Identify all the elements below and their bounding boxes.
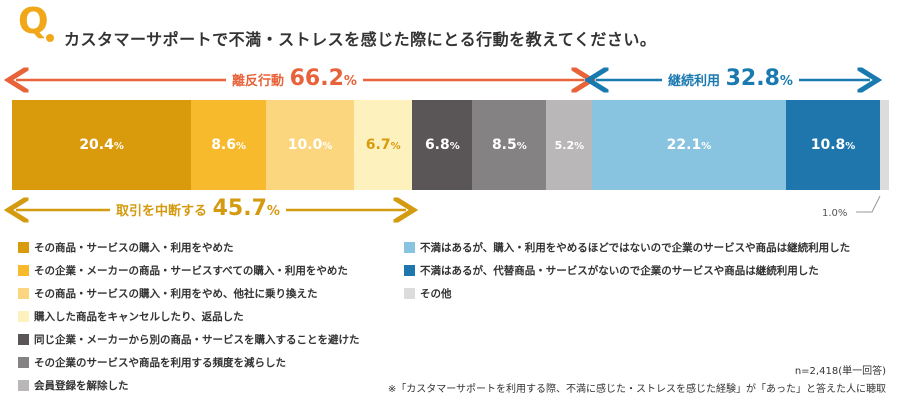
survey-note: ※「カスタマーサポートを利用する際、不満に感じた・ストレスを感じた経験」が「あっ…	[387, 384, 886, 395]
legend-item: 同じ企業・メーカーから別の商品・サービスを購入することを避けた	[18, 328, 360, 351]
legend-swatch	[18, 311, 29, 322]
legend-item: 購入した商品をキャンセルしたり、返品した	[18, 305, 360, 328]
bar-value-label: 8.5%	[491, 137, 527, 153]
legend-swatch	[404, 288, 415, 299]
other-leader-line	[856, 195, 881, 213]
bar-segment-1: 20.4%	[12, 100, 192, 190]
legend-label: その商品・サービスの購入・利用をやめた	[34, 242, 234, 254]
stop-label: 取引を中断する 45.7%	[110, 196, 286, 221]
legend-label: 不満はあるが、購入・利用をやめるほどではないので企業のサービスや商品は継続利用し…	[420, 242, 851, 254]
legend-item: その他	[404, 282, 850, 305]
legend-left: その商品・サービスの購入・利用をやめたその企業・メーカーの商品・サービスすべての…	[18, 236, 360, 397]
legend-item: 不満はあるが、代替商品・サービスがないので企業のサービスや商品は継続利用した	[404, 259, 850, 282]
continue-label: 継続利用 32.8%	[662, 66, 799, 91]
bar-value-label: 6.7%	[365, 137, 401, 153]
legend-swatch	[18, 357, 29, 368]
legend-item: 会員登録を解除した	[18, 374, 360, 397]
legend-swatch	[18, 242, 29, 253]
bar-segment-5: 6.8%	[412, 100, 473, 190]
stacked-bar: 20.4% 8.6% 10.0% 6.7% 6.8% 8.5% 5.2% 22.1% 10.8%	[12, 100, 890, 190]
legend-swatch	[404, 242, 415, 253]
legend-label: 同じ企業・メーカーから別の商品・サービスを購入することを避けた	[34, 334, 360, 346]
bar-segment-4: 6.7%	[353, 100, 413, 190]
legend-item: その企業・メーカーの商品・サービスすべての購入・利用をやめた	[18, 259, 360, 282]
legend-item: その商品・サービスの購入・利用をやめ、他社に乗り換えた	[18, 282, 360, 305]
legend-swatch	[404, 265, 415, 276]
bar-segment-7: 5.2%	[546, 100, 593, 190]
sample-size: n=2,418(単一回答)	[794, 366, 886, 377]
bar-value-label: 6.8%	[424, 137, 460, 153]
legend-item: その企業のサービスや商品を利用する頻度を減らした	[18, 351, 360, 374]
bar-value-label: 22.1%	[666, 137, 712, 153]
legend-label: その企業・メーカーの商品・サービスすべての購入・利用をやめた	[34, 265, 348, 277]
legend-swatch	[18, 334, 29, 345]
legend-swatch	[18, 288, 29, 299]
bar-value-label: 10.0%	[287, 137, 333, 153]
bar-segment-8: 22.1%	[591, 100, 786, 190]
leave-label: 離反行動 66.2%	[226, 66, 363, 91]
bar-segment-2: 8.6%	[190, 100, 267, 190]
legend-label: その他	[420, 288, 452, 300]
legend-right: 不満はあるが、購入・利用をやめるほどではないので企業のサービスや商品は継続利用し…	[404, 236, 850, 305]
q-logo-dot	[46, 34, 54, 42]
bar-value-label: 10.8%	[810, 137, 856, 153]
bar-segment-6: 8.5%	[471, 100, 547, 190]
bar-segment-3: 10.0%	[266, 100, 355, 190]
legend-item: その商品・サービスの購入・利用をやめた	[18, 236, 360, 259]
other-value-label: 1.0%	[822, 208, 848, 219]
legend-label: 購入した商品をキャンセルしたり、返品した	[34, 311, 244, 323]
legend-label: 不満はあるが、代替商品・サービスがないので企業のサービスや商品は継続利用した	[420, 265, 819, 277]
bar-value-label: 5.2%	[554, 138, 585, 152]
bar-value-label: 20.4%	[79, 137, 124, 153]
legend-swatch	[18, 380, 29, 391]
legend-swatch	[18, 265, 29, 276]
legend-label: その企業のサービスや商品を利用する頻度を減らした	[34, 357, 286, 369]
q-logo: Q	[18, 1, 49, 42]
legend-item: 不満はあるが、購入・利用をやめるほどではないので企業のサービスや商品は継続利用し…	[404, 236, 850, 259]
legend-label: その商品・サービスの購入・利用をやめ、他社に乗り換えた	[34, 288, 318, 300]
page-title: カスタマーサポートで不満・ストレスを感じた際にとる行動を教えてください。	[64, 30, 657, 49]
legend-label: 会員登録を解除した	[34, 380, 129, 392]
bar-segment-10	[880, 100, 890, 190]
bar-segment-9: 10.8%	[785, 100, 881, 190]
bar-value-label: 8.6%	[211, 137, 247, 153]
